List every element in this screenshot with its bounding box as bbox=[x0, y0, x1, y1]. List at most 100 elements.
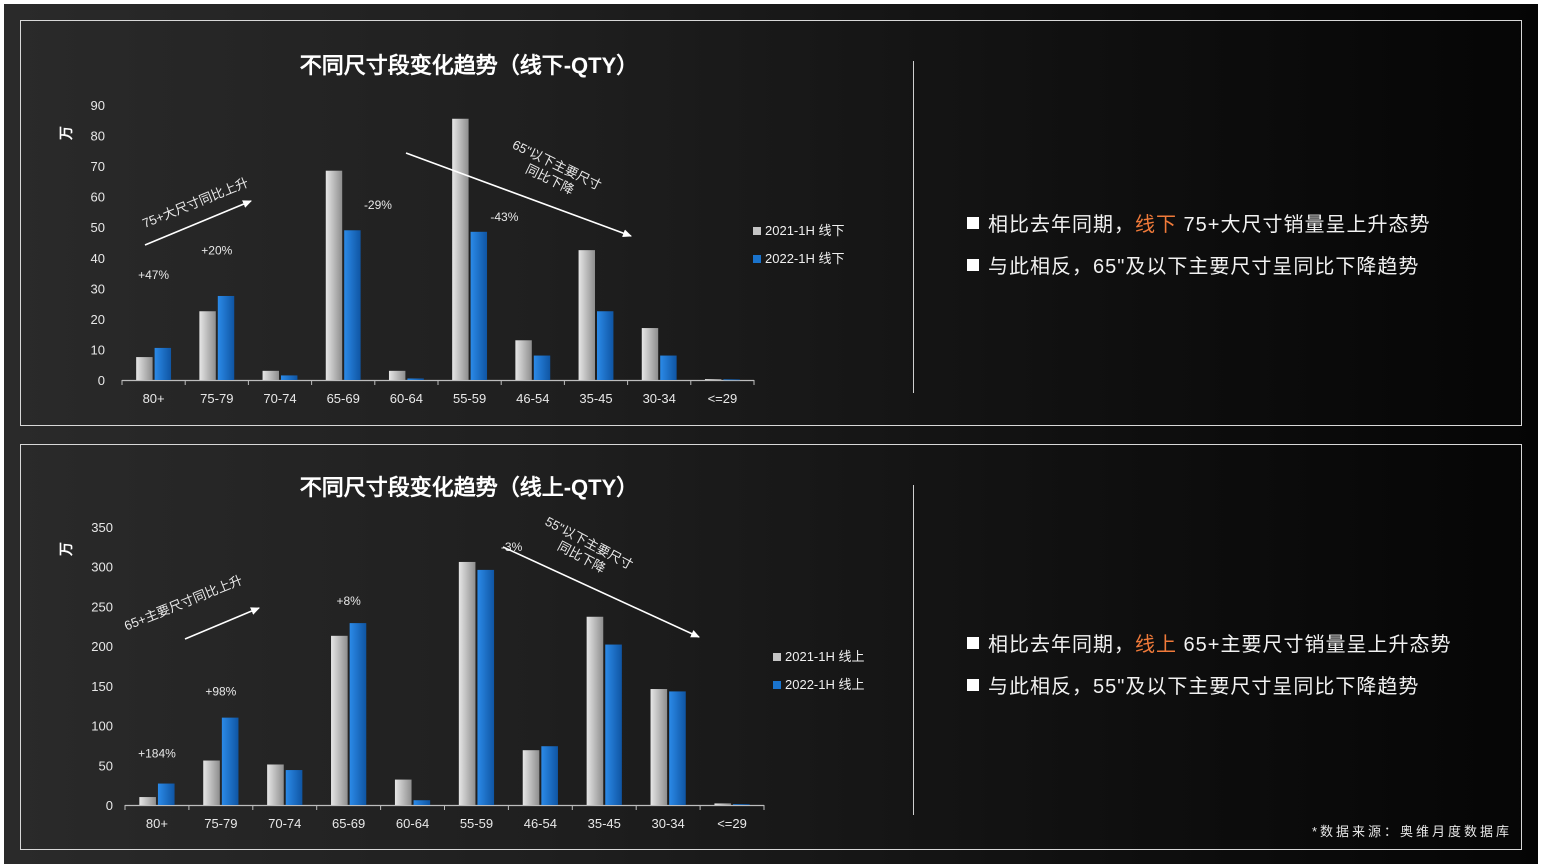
yoy-change-label: +47% bbox=[138, 268, 169, 282]
y-tick-label: 300 bbox=[91, 560, 113, 575]
bar-2021 bbox=[714, 803, 732, 805]
y-tick-label: 90 bbox=[91, 98, 105, 113]
legend-label: 2022-1H 线上 bbox=[785, 677, 864, 692]
trend-annotation-text: 65"以下主要尺寸同比下降 bbox=[503, 137, 604, 207]
bar-2022 bbox=[477, 569, 495, 805]
x-category-label: 65-69 bbox=[327, 391, 360, 406]
y-tick-label: 150 bbox=[91, 679, 113, 694]
bar-2021 bbox=[262, 370, 279, 380]
note-text-pre: 与此相反，65"及以下主要尺寸呈同比下降趋势 bbox=[988, 256, 1420, 278]
bar-2022 bbox=[470, 231, 488, 380]
bar-2021 bbox=[458, 561, 476, 805]
x-category-label: 35-45 bbox=[579, 391, 612, 406]
bar-2021 bbox=[452, 118, 469, 380]
trend-annotation-text: 55"以下主要尺寸同比下降 bbox=[535, 514, 635, 587]
trend-annotation-text: 75+大尺寸同比上升 bbox=[140, 175, 250, 231]
y-tick-label: 50 bbox=[99, 758, 113, 773]
bar-2022 bbox=[413, 800, 431, 805]
bar-2022 bbox=[344, 230, 361, 380]
y-tick-label: 20 bbox=[91, 312, 105, 327]
bar-2021 bbox=[136, 357, 153, 380]
bar-2021 bbox=[199, 311, 216, 380]
yoy-change-label: -29% bbox=[364, 198, 392, 212]
panel-divider bbox=[913, 485, 914, 815]
panel-divider bbox=[913, 61, 914, 393]
online-notes: 相比去年同期，线上 65+主要尺寸销量呈上升态势 与此相反，55"及以下主要尺寸… bbox=[967, 629, 1451, 713]
note-highlight: 线下 bbox=[1135, 214, 1177, 236]
trend-arrow bbox=[405, 152, 632, 237]
note-text-post: 75+大尺寸销量呈上升态势 bbox=[1177, 214, 1431, 236]
bar-2022 bbox=[154, 347, 172, 380]
trend-arrow bbox=[184, 607, 260, 640]
note-text-pre: 与此相反，55"及以下主要尺寸呈同比下降趋势 bbox=[988, 676, 1420, 698]
x-category-label: 75-79 bbox=[200, 391, 233, 406]
note-highlight: 线上 bbox=[1135, 634, 1177, 656]
yoy-change-label: +20% bbox=[201, 244, 232, 258]
y-tick-label: 40 bbox=[91, 251, 105, 266]
yoy-change-label: -3% bbox=[501, 540, 523, 554]
legend-label: 2021-1H 线下 bbox=[765, 223, 844, 238]
bar-2022 bbox=[407, 378, 424, 380]
offline-size-trend-chart: 不同尺寸段变化趋势（线下-QTY） 万 0 10 20 30 40 50 60 70 80 90 80+… bbox=[58, 53, 844, 406]
online-panel: 不同尺寸段变化趋势（线上-QTY） 万 0 50 100 150 200 250 300 350 8… bbox=[20, 444, 1522, 850]
trend-annotation-text: 65+主要尺寸同比上升 bbox=[122, 572, 245, 633]
x-category-label: 30-34 bbox=[652, 816, 685, 831]
bullet-square-icon bbox=[967, 259, 979, 271]
note-item: 相比去年同期，线上 65+主要尺寸销量呈上升态势 bbox=[967, 629, 1451, 671]
y-tick-label: 70 bbox=[91, 159, 105, 174]
x-category-label: 35-45 bbox=[588, 816, 621, 831]
x-category-label: <=29 bbox=[708, 391, 738, 406]
trend-annotation: 55"以下主要尺寸同比下降 bbox=[535, 514, 636, 587]
bar-2022 bbox=[605, 644, 622, 805]
trend-annotation: 65"以下主要尺寸同比下降 bbox=[503, 137, 604, 207]
bar-2021 bbox=[325, 170, 343, 380]
bar-2021 bbox=[515, 340, 532, 380]
legend-label: 2022-1H 线下 bbox=[765, 251, 844, 266]
yoy-change-label: +8% bbox=[336, 594, 361, 608]
legend-swatch bbox=[753, 227, 761, 235]
y-tick-label: 30 bbox=[91, 281, 105, 296]
bar-2021 bbox=[522, 750, 540, 805]
bar-2021 bbox=[650, 689, 668, 805]
note-text-pre: 相比去年同期， bbox=[988, 634, 1135, 656]
bar-2021 bbox=[578, 250, 595, 380]
legend-label: 2021-1H 线上 bbox=[785, 649, 864, 664]
x-category-label: 60-64 bbox=[396, 816, 429, 831]
bar-2022 bbox=[669, 691, 686, 805]
y-tick-label: 250 bbox=[91, 599, 113, 614]
bar-2022 bbox=[217, 295, 235, 380]
x-category-label: 55-59 bbox=[453, 391, 486, 406]
y-tick-label: 50 bbox=[91, 220, 105, 235]
offline-panel: 不同尺寸段变化趋势（线下-QTY） 万 0 10 20 30 40 50 60 70 80 90 80+… bbox=[20, 20, 1522, 426]
bar-2022 bbox=[349, 623, 367, 805]
trend-annotation: 65+主要尺寸同比上升 bbox=[122, 572, 245, 633]
bar-2021 bbox=[267, 764, 284, 805]
y-tick-label: 350 bbox=[91, 520, 113, 535]
y-tick-label: 100 bbox=[91, 719, 113, 734]
bar-2021 bbox=[641, 328, 659, 380]
x-category-label: 70-74 bbox=[268, 816, 301, 831]
legend-swatch bbox=[773, 681, 781, 689]
bar-2022 bbox=[533, 355, 551, 380]
bar-2022 bbox=[221, 717, 239, 805]
x-category-label: 55-59 bbox=[460, 816, 493, 831]
chart-title: 不同尺寸段变化趋势（线下-QTY） bbox=[300, 53, 639, 78]
chart-title: 不同尺寸段变化趋势（线上-QTY） bbox=[300, 475, 639, 500]
y-tick-label: 0 bbox=[98, 373, 105, 388]
bar-2022 bbox=[281, 375, 298, 380]
y-tick-label: 80 bbox=[91, 129, 105, 144]
bullet-square-icon bbox=[967, 217, 979, 229]
trend-arrow bbox=[502, 546, 700, 638]
x-category-label: 70-74 bbox=[263, 391, 296, 406]
trend-annotation: 75+大尺寸同比上升 bbox=[140, 175, 250, 231]
y-axis-label: 万 bbox=[58, 542, 74, 557]
bar-2022 bbox=[285, 770, 303, 805]
slide: 不同尺寸段变化趋势（线下-QTY） 万 0 10 20 30 40 50 60 70 80 90 80+… bbox=[4, 4, 1538, 864]
x-category-label: <=29 bbox=[717, 816, 747, 831]
y-tick-label: 60 bbox=[91, 190, 105, 205]
data-source-note: *数据来源：奥维月度数据库 bbox=[1311, 824, 1512, 839]
offline-notes: 相比去年同期，线下 75+大尺寸销量呈上升态势 与此相反，65"及以下主要尺寸呈… bbox=[967, 209, 1430, 293]
note-item: 相比去年同期，线下 75+大尺寸销量呈上升态势 bbox=[967, 209, 1430, 251]
y-axis-label: 万 bbox=[58, 126, 74, 141]
x-category-label: 60-64 bbox=[390, 391, 423, 406]
